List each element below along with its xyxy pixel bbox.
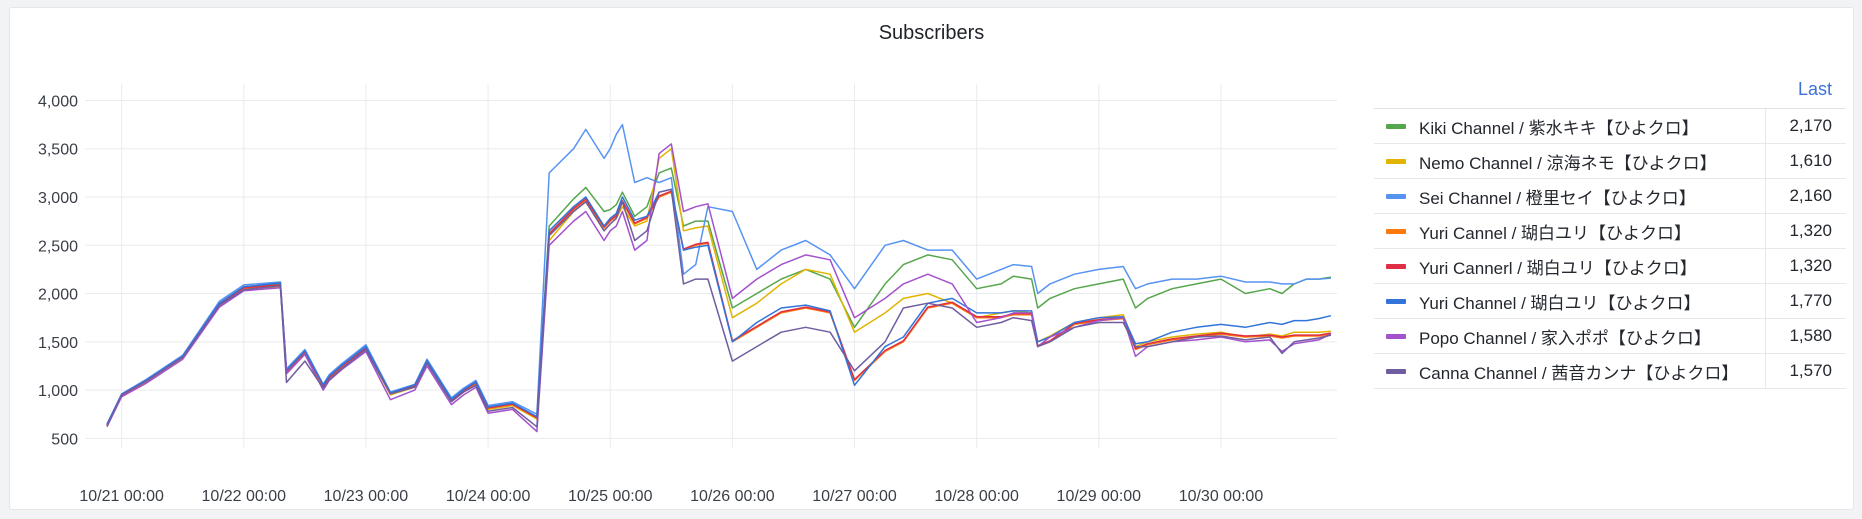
legend-swatch <box>1386 368 1406 374</box>
y-tick-label: 2,000 <box>38 287 78 304</box>
legend-last-value: 1,320 <box>1765 249 1846 283</box>
series-line-6 <box>106 188 1332 425</box>
x-tick-label: 10/28 00:00 <box>934 488 1019 505</box>
panel: Subscribers 500 1,000 1,500 2,000 2,500 3,000… <box>9 7 1854 510</box>
x-tick-label: 10/27 00:00 <box>812 488 897 505</box>
legend-last-value: 1,580 <box>1765 319 1846 353</box>
legend-swatch <box>1386 333 1406 339</box>
y-tick-label: 3,500 <box>38 142 78 159</box>
legend-item[interactable]: Yuri Cannerl / 瑚白ユリ【ひよクロ】 1,320 <box>1374 249 1846 284</box>
legend-item[interactable]: Yuri Cannel / 瑚白ユリ【ひよクロ】 1,320 <box>1374 214 1846 249</box>
legend-series-name: Yuri Channel / 瑚白ユリ【ひよクロ】 <box>1419 293 1701 313</box>
legend-item[interactable]: Popo Channel / 家入ポポ【ひよクロ】 1,580 <box>1374 319 1846 354</box>
grid-lines <box>85 84 1337 448</box>
legend-rows: Kiki Channel / 紫水キキ【ひよクロ】 2,170 Nemo Chann… <box>1374 109 1846 389</box>
legend-series-name: Canna Channel / 茜音カンナ【ひよクロ】 <box>1419 363 1739 383</box>
series-line-1 <box>106 167 1332 426</box>
legend-swatch <box>1386 228 1406 234</box>
legend-series-name: Sei Channel / 橙里セイ【ひよクロ】 <box>1419 188 1696 208</box>
legend-header: Last <box>1374 68 1846 109</box>
x-tick-label: 10/21 00:00 <box>79 488 164 505</box>
legend-last-header[interactable]: Last <box>1797 79 1832 99</box>
legend-swatch <box>1386 193 1406 199</box>
legend-item[interactable]: Nemo Channel / 涼海ネモ【ひよクロ】 1,610 <box>1374 144 1846 179</box>
series-line-8 <box>106 188 1332 428</box>
x-tick-label: 10/30 00:00 <box>1179 488 1264 505</box>
legend-last-value: 1,770 <box>1765 284 1846 318</box>
legend-item[interactable]: Canna Channel / 茜音カンナ【ひよクロ】 1,570 <box>1374 354 1846 389</box>
y-tick-label: 1,500 <box>38 335 78 352</box>
legend-series-name: Kiki Channel / 紫水キキ【ひよクロ】 <box>1419 118 1699 138</box>
y-tick-label: 3,000 <box>38 190 78 207</box>
legend-swatch <box>1386 298 1406 304</box>
legend-last-value: 1,570 <box>1765 354 1846 388</box>
y-tick-label: 2,500 <box>38 238 78 255</box>
legend-series-name: Nemo Channel / 涼海ネモ【ひよクロ】 <box>1419 153 1717 173</box>
x-tick-label: 10/25 00:00 <box>568 488 653 505</box>
series-line-3 <box>106 123 1331 425</box>
x-axis: 10/21 00:00 10/22 00:00 10/23 00:00 10/24 0… <box>79 488 1263 505</box>
x-tick-label: 10/24 00:00 <box>446 488 531 505</box>
legend-swatch <box>1386 263 1406 269</box>
y-tick-label: 500 <box>51 431 78 448</box>
legend-series-name: Popo Channel / 家入ポポ【ひよクロ】 <box>1419 328 1711 348</box>
legend-series-name: Yuri Cannerl / 瑚白ユリ【ひよクロ】 <box>1419 258 1697 278</box>
x-tick-label: 10/22 00:00 <box>202 488 287 505</box>
subscribers-chart: 500 1,000 1,500 2,000 2,500 3,000 3,500 4,000 1… <box>38 84 1337 505</box>
series-lines <box>106 123 1332 433</box>
legend-last-value: 2,170 <box>1765 109 1846 143</box>
panel-title[interactable]: Subscribers <box>878 22 985 44</box>
y-tick-label: 4,000 <box>38 93 78 110</box>
legend-item[interactable]: Kiki Channel / 紫水キキ【ひよクロ】 2,170 <box>1374 109 1846 144</box>
y-tick-label: 1,000 <box>38 383 78 400</box>
x-tick-label: 10/26 00:00 <box>690 488 775 505</box>
x-tick-label: 10/29 00:00 <box>1057 488 1142 505</box>
legend: Last Kiki Channel / 紫水キキ【ひよクロ】 2,170 Nemo … <box>1374 68 1846 389</box>
y-axis: 500 1,000 1,500 2,000 2,500 3,000 3,500 4,000 <box>38 93 78 448</box>
legend-swatch <box>1386 158 1406 164</box>
legend-series-name: Yuri Cannel / 瑚白ユリ【ひよクロ】 <box>1419 223 1692 243</box>
x-tick-label: 10/23 00:00 <box>324 488 409 505</box>
legend-item[interactable]: Sei Channel / 橙里セイ【ひよクロ】 2,160 <box>1374 179 1846 214</box>
series-line-7 <box>106 143 1332 433</box>
legend-last-value: 1,320 <box>1765 214 1846 248</box>
legend-last-value: 1,610 <box>1765 144 1846 178</box>
legend-item[interactable]: Yuri Channel / 瑚白ユリ【ひよクロ】 1,770 <box>1374 284 1846 319</box>
legend-swatch <box>1386 123 1406 129</box>
legend-last-value: 2,160 <box>1765 179 1846 213</box>
